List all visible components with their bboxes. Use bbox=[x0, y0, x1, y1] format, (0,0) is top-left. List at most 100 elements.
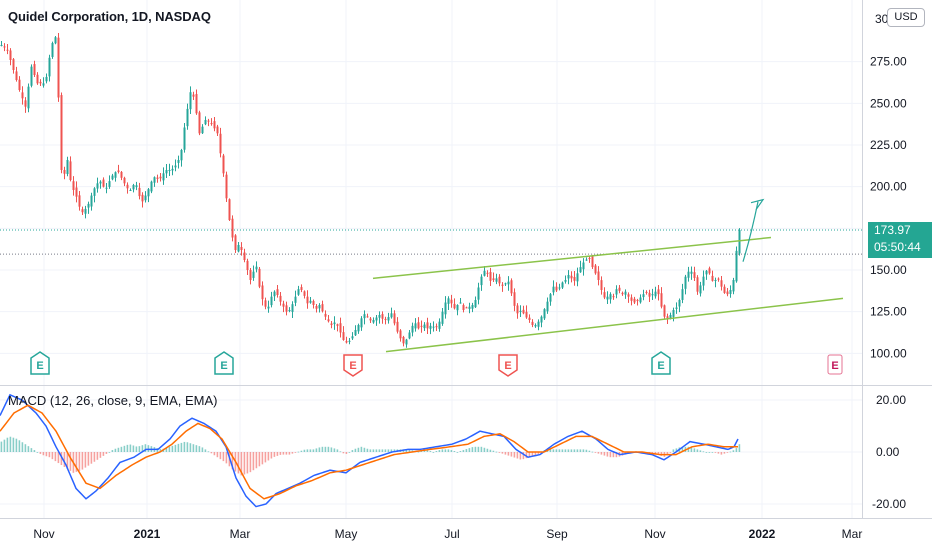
candle-body bbox=[201, 126, 204, 134]
candle-body bbox=[186, 108, 189, 127]
candle-body bbox=[351, 336, 354, 339]
histogram-bar bbox=[225, 452, 228, 464]
candle-body bbox=[669, 315, 672, 318]
earnings-marker-negative[interactable]: E bbox=[343, 354, 363, 377]
candle-body bbox=[606, 296, 609, 300]
histogram-bar bbox=[717, 452, 720, 454]
candle-body bbox=[552, 286, 555, 293]
candle-body bbox=[360, 318, 363, 328]
candle-body bbox=[678, 300, 681, 307]
candle-body bbox=[516, 305, 519, 314]
histogram-bar bbox=[690, 447, 693, 452]
candle-body bbox=[84, 208, 87, 214]
candle-body bbox=[723, 286, 726, 293]
candlesticks bbox=[0, 33, 741, 348]
histogram-bar bbox=[588, 450, 591, 452]
candle-body bbox=[249, 270, 252, 281]
candle-body bbox=[582, 262, 585, 270]
earnings-badge-label: E bbox=[349, 360, 356, 372]
earnings-marker-upcoming[interactable]: E bbox=[827, 354, 843, 375]
histogram-bar bbox=[549, 449, 552, 452]
histogram-bar bbox=[291, 452, 294, 454]
candle-body bbox=[648, 292, 651, 297]
candle-body bbox=[603, 292, 606, 298]
histogram-bar bbox=[483, 447, 486, 452]
histogram-bar bbox=[18, 440, 21, 452]
histogram-bar bbox=[726, 452, 729, 453]
time-tick-label: Nov bbox=[644, 527, 665, 541]
candle-body bbox=[417, 322, 420, 329]
earnings-marker-positive[interactable]: E bbox=[651, 351, 671, 375]
earnings-marker-positive[interactable]: E bbox=[214, 351, 234, 375]
histogram-bar bbox=[561, 449, 564, 452]
candle-body bbox=[636, 299, 639, 301]
histogram-bar bbox=[120, 446, 123, 452]
candle-body bbox=[363, 314, 366, 319]
histogram-bar bbox=[315, 448, 318, 452]
histogram-bar bbox=[24, 444, 27, 452]
candle-body bbox=[183, 127, 186, 150]
histogram-bar bbox=[51, 452, 54, 460]
candle-body bbox=[213, 121, 216, 129]
histogram-bar bbox=[93, 452, 96, 462]
candle-body bbox=[204, 119, 207, 125]
candle-body bbox=[159, 176, 162, 179]
candle-body bbox=[270, 296, 273, 306]
macd-tick-label: 20.00 bbox=[876, 393, 906, 407]
histogram-bar bbox=[111, 450, 114, 452]
candle-body bbox=[282, 303, 285, 307]
histogram-bar bbox=[720, 452, 723, 455]
earnings-badge-shape bbox=[343, 354, 363, 377]
candle-body bbox=[513, 292, 516, 306]
histogram-bar bbox=[84, 452, 87, 468]
histogram-bar bbox=[492, 450, 495, 452]
candle-body bbox=[9, 50, 12, 60]
candle-body bbox=[453, 303, 456, 309]
candle-body bbox=[555, 286, 558, 291]
histogram-bar bbox=[201, 447, 204, 452]
candle-body bbox=[588, 258, 591, 260]
candle-body bbox=[132, 184, 135, 190]
candle-body bbox=[258, 268, 261, 287]
candle-body bbox=[336, 324, 339, 326]
histogram-bar bbox=[276, 452, 279, 456]
histogram-bar bbox=[537, 452, 540, 454]
candle-body bbox=[609, 294, 612, 300]
histogram-bar bbox=[369, 449, 372, 452]
candle-body bbox=[729, 290, 732, 294]
candle-body bbox=[93, 188, 96, 196]
histogram-bar bbox=[327, 446, 330, 452]
candle-body bbox=[567, 275, 570, 279]
candle-body bbox=[279, 295, 282, 302]
candle-body bbox=[87, 203, 90, 208]
macd-series-signal bbox=[0, 404, 738, 500]
candle-body bbox=[477, 287, 480, 300]
earnings-marker-negative[interactable]: E bbox=[498, 354, 518, 377]
earnings-marker-positive[interactable]: E bbox=[30, 351, 50, 375]
histogram-bar bbox=[591, 451, 594, 453]
histogram-bar bbox=[75, 452, 78, 472]
histogram-bar bbox=[468, 448, 471, 452]
candle-body bbox=[18, 79, 21, 90]
candle-body bbox=[735, 250, 738, 282]
candle-body bbox=[489, 271, 492, 281]
currency-badge[interactable]: USD bbox=[887, 8, 925, 27]
candle-body bbox=[45, 76, 48, 82]
histogram-bar bbox=[735, 448, 738, 452]
histogram-bar bbox=[477, 446, 480, 452]
candle-body bbox=[612, 296, 615, 298]
candle-body bbox=[522, 309, 525, 314]
candle-body bbox=[180, 149, 183, 161]
histogram-bar bbox=[60, 452, 63, 465]
candle-body bbox=[456, 305, 459, 311]
candle-body bbox=[486, 272, 489, 274]
candle-body bbox=[333, 322, 336, 325]
histogram-bar bbox=[210, 452, 213, 454]
candle-body bbox=[66, 159, 69, 175]
candle-body bbox=[579, 267, 582, 273]
last-price-value: 173.97 bbox=[874, 223, 911, 237]
candle-body bbox=[720, 280, 723, 287]
candle-body bbox=[444, 302, 447, 315]
macd-indicator-title[interactable]: MACD (12, 26, close, 9, EMA, EMA) bbox=[8, 393, 218, 408]
